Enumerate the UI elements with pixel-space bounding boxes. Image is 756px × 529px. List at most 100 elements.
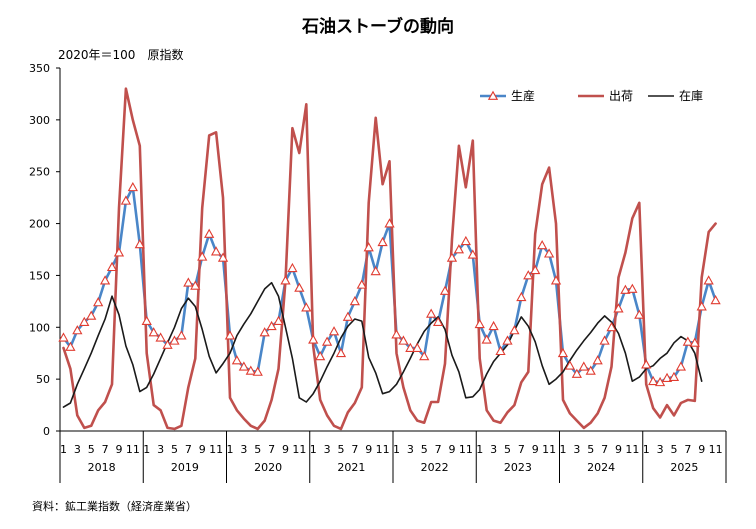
- data-point-marker: [696, 301, 707, 311]
- data-point-marker: [93, 297, 104, 307]
- data-point-marker: [183, 277, 194, 287]
- data-point-marker: [509, 325, 520, 335]
- x-tick-label: 1: [60, 443, 67, 456]
- x-tick-label: 3: [490, 443, 497, 456]
- x-tick-label: 7: [351, 443, 358, 456]
- data-point-marker: [634, 309, 645, 319]
- unit-note: 2020年＝100 原指数: [58, 48, 184, 62]
- data-point-marker: [280, 275, 291, 285]
- series-line-2: [62, 281, 703, 408]
- data-point-marker: [72, 325, 83, 335]
- year-label: 2024: [587, 461, 615, 474]
- data-point-marker: [287, 262, 298, 273]
- x-tick-label: 5: [421, 443, 428, 456]
- y-tick-label: 300: [29, 114, 50, 127]
- x-tick-label: 11: [209, 443, 223, 456]
- year-label: 2021: [337, 461, 365, 474]
- data-point-marker: [384, 218, 395, 228]
- x-tick-label: 1: [643, 443, 650, 456]
- data-point-marker: [405, 342, 416, 352]
- data-point-marker: [58, 332, 69, 342]
- data-point-marker: [460, 235, 471, 246]
- data-point-marker: [328, 326, 340, 336]
- data-point-marker: [599, 335, 610, 345]
- data-point-marker: [488, 320, 499, 331]
- data-point-marker: [155, 332, 166, 342]
- data-point-marker: [530, 264, 541, 275]
- data-point-marker: [259, 327, 270, 337]
- data-point-marker: [502, 335, 513, 345]
- x-tick-label: 5: [171, 443, 178, 456]
- data-point-marker: [571, 368, 582, 378]
- data-point-marker: [613, 303, 624, 313]
- x-tick-label: 7: [518, 443, 525, 456]
- legend-label-2: 在庫: [679, 89, 703, 103]
- data-point-marker: [453, 244, 465, 254]
- data-point-marker: [79, 316, 90, 327]
- year-label: 2023: [504, 461, 532, 474]
- data-point-marker: [210, 246, 222, 256]
- data-point-marker: [197, 251, 208, 261]
- x-tick-label: 9: [365, 443, 372, 456]
- y-tick-label: 350: [29, 62, 50, 75]
- data-point-marker: [557, 347, 569, 358]
- x-tick-label: 9: [199, 443, 206, 456]
- legend-label-1: 出荷: [609, 89, 633, 103]
- data-point-marker: [446, 252, 458, 262]
- data-point-marker: [99, 275, 111, 285]
- data-point-marker: [238, 361, 249, 371]
- y-tick-label: 250: [29, 166, 50, 179]
- data-point-marker: [356, 279, 367, 289]
- legend-marker: [487, 90, 499, 100]
- data-point-marker: [134, 238, 145, 249]
- year-label: 2022: [421, 461, 449, 474]
- data-point-marker: [689, 337, 700, 347]
- data-point-marker: [564, 360, 576, 370]
- data-point-marker: [641, 359, 652, 369]
- x-tick-label: 7: [185, 443, 192, 456]
- data-point-marker: [342, 311, 354, 321]
- data-point-marker: [349, 296, 360, 306]
- x-tick-label: 7: [102, 443, 109, 456]
- series-layer: [58, 87, 721, 431]
- data-point-marker: [474, 318, 485, 329]
- data-point-marker: [432, 316, 444, 327]
- x-tick-label: 11: [292, 443, 306, 456]
- data-point-marker: [426, 308, 437, 318]
- x-tick-label: 9: [532, 443, 539, 456]
- x-tick-label: 1: [226, 443, 233, 456]
- source-note: 資料：鉱工業指数（経済産業省）: [32, 500, 197, 513]
- x-tick-label: 5: [504, 443, 511, 456]
- x-tick-label: 9: [282, 443, 289, 456]
- data-point-marker: [231, 355, 243, 365]
- year-label: 2019: [171, 461, 199, 474]
- x-tick-label: 9: [615, 443, 622, 456]
- y-tick-label: 150: [29, 269, 50, 282]
- data-point-marker: [120, 195, 132, 205]
- data-point-marker: [106, 261, 118, 272]
- x-tick-label: 3: [74, 443, 81, 456]
- data-point-marker: [169, 335, 180, 345]
- x-tick-label: 5: [254, 443, 261, 456]
- data-point-marker: [391, 329, 402, 339]
- series-line-1: [62, 87, 717, 431]
- x-tick-label: 1: [559, 443, 566, 456]
- x-tick-label: 3: [573, 443, 580, 456]
- year-label: 2020: [254, 461, 282, 474]
- data-point-marker: [266, 320, 277, 331]
- x-tick-label: 9: [698, 443, 705, 456]
- x-tick-label: 3: [240, 443, 247, 456]
- data-point-marker: [190, 280, 201, 290]
- legend: 生産 出荷 在庫: [480, 88, 703, 103]
- data-point-marker: [543, 248, 555, 258]
- data-point-marker: [86, 310, 97, 320]
- data-point-marker: [710, 294, 721, 305]
- x-tick-label: 11: [126, 443, 140, 456]
- y-tick-label: 100: [29, 321, 50, 334]
- x-tick-label: 3: [407, 443, 414, 456]
- data-point-marker: [273, 315, 284, 325]
- data-point-marker: [585, 365, 596, 375]
- x-tick-label: 3: [157, 443, 164, 456]
- data-point-marker: [363, 242, 374, 252]
